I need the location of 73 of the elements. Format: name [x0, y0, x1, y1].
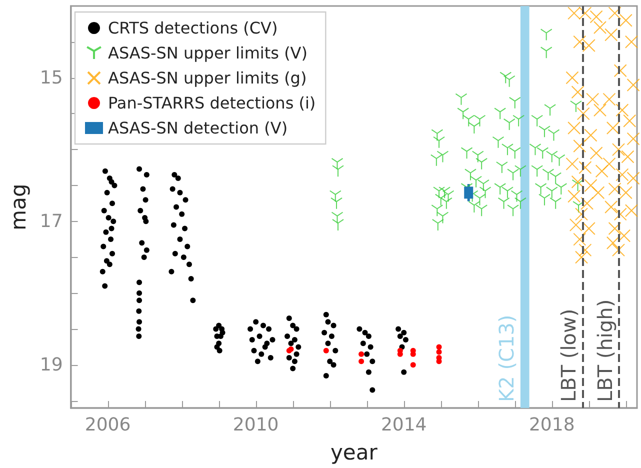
point	[614, 64, 627, 78]
point	[358, 358, 364, 364]
point	[569, 218, 582, 232]
point	[323, 348, 329, 354]
point	[608, 182, 622, 196]
point	[568, 190, 581, 203]
x-axis-title: year	[330, 440, 378, 464]
point	[590, 146, 603, 160]
point	[616, 168, 629, 182]
y-tick-label: 17	[40, 210, 63, 232]
point	[584, 128, 598, 142]
point	[626, 78, 640, 92]
point	[358, 351, 364, 357]
band-label: K2 (C13)	[494, 314, 518, 402]
point	[578, 161, 592, 174]
point	[602, 92, 616, 106]
point	[593, 104, 606, 117]
point	[624, 204, 638, 218]
point	[410, 362, 416, 368]
legend-label: CRTS detections (CV)	[108, 18, 278, 38]
point	[623, 114, 636, 128]
legend-label: ASAS-SN upper limits (g)	[108, 68, 307, 88]
point	[618, 229, 631, 242]
x-tick-label: 2006	[84, 414, 131, 436]
point	[436, 344, 442, 350]
point	[586, 92, 600, 106]
point	[568, 6, 581, 20]
point	[574, 208, 588, 221]
point	[573, 232, 586, 246]
point	[624, 35, 638, 48]
y-axis-title: mag	[6, 184, 30, 230]
point	[593, 21, 606, 34]
point	[436, 349, 442, 355]
x-tick-label: 2018	[528, 414, 575, 436]
point	[619, 186, 632, 200]
point	[566, 71, 579, 84]
legend-label: ASAS-SN detection (V)	[108, 118, 288, 138]
point	[573, 139, 586, 152]
point	[604, 200, 618, 214]
legend-label: ASAS-SN upper limits (V)	[108, 44, 308, 62]
point	[582, 222, 596, 236]
point	[604, 28, 618, 42]
point	[626, 132, 640, 146]
point	[612, 143, 625, 156]
y-tick-label: 19	[40, 354, 63, 376]
point	[590, 10, 603, 24]
point	[582, 38, 596, 52]
point	[592, 186, 605, 200]
legend-label: Pan-STARRS detections (i)	[108, 94, 316, 112]
point	[616, 104, 629, 117]
point	[619, 14, 632, 27]
point	[566, 157, 579, 170]
point	[626, 172, 640, 185]
point	[464, 186, 474, 199]
point	[621, 150, 634, 164]
ref-line-label: LBT (low)	[556, 308, 581, 402]
point	[602, 157, 616, 170]
point	[574, 250, 588, 264]
point	[614, 208, 627, 221]
x-tick-label: 2010	[232, 414, 279, 436]
point	[568, 122, 581, 135]
ref-line-label: LBT (high)	[592, 299, 617, 402]
point	[576, 107, 590, 120]
y-tick-label: 15	[40, 67, 63, 88]
point	[578, 6, 592, 20]
x-tick-label: 2014	[380, 414, 427, 436]
point	[608, 6, 622, 20]
point	[578, 244, 592, 257]
point	[595, 164, 608, 178]
point	[573, 35, 586, 48]
point	[580, 196, 594, 210]
point	[612, 244, 625, 257]
point	[584, 178, 598, 192]
